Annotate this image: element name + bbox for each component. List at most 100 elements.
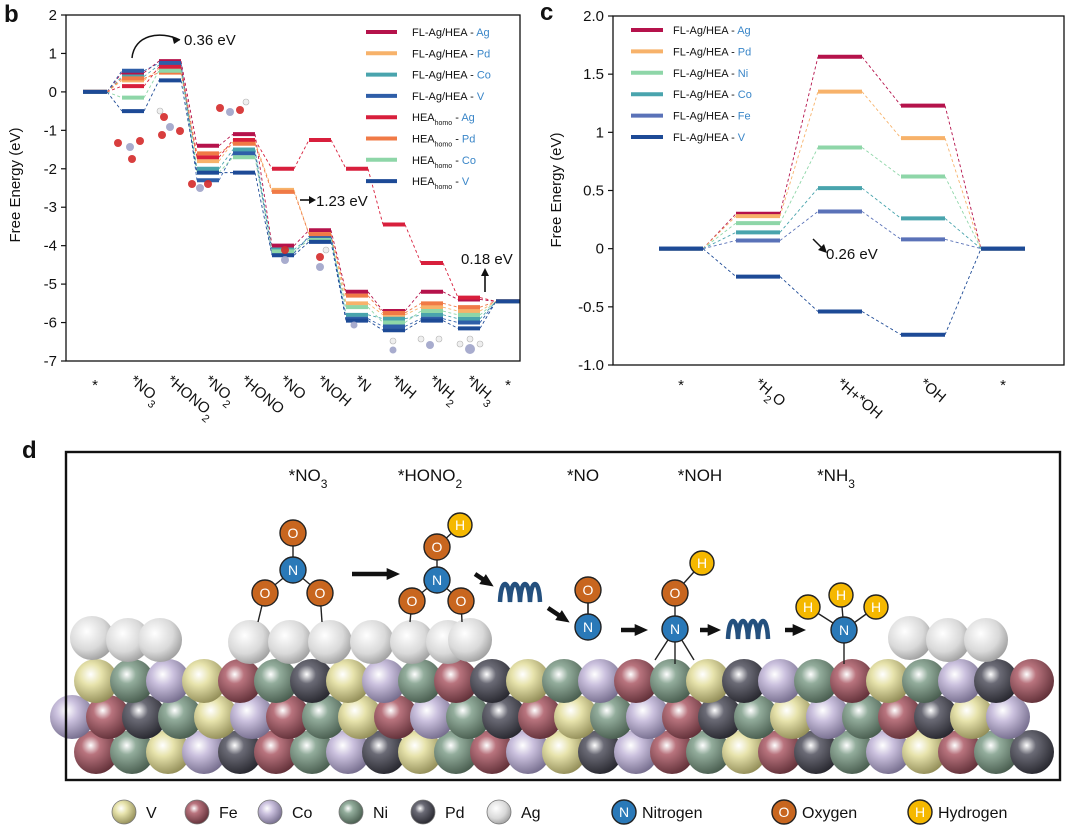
slab-atom [398,659,442,703]
slab-atom [986,695,1030,739]
panel-c-legend-label: FL-Ag/HEA - Fe [673,111,751,123]
panel-c-connector [779,187,819,233]
panel-b-connector [180,70,198,173]
legend-atom-label: Hydrogen [938,805,1007,822]
panel-b-connector [106,76,123,93]
adsorbate-atom-h [689,550,715,576]
panel-b-arrowhead-123 [309,196,316,204]
panel-b-annotation-123: 1.23 eV [316,193,368,210]
panel-b-xtick-label: *NOH [313,372,354,410]
slab-ag-atom [888,616,932,660]
slab-atom [290,730,334,774]
slab-ag-atom [268,620,312,664]
legend-atom-letter: N [619,804,629,820]
panel-b-connector [330,234,347,304]
legend-metal-label: V [146,805,157,822]
panel-b-ytick-label: -4 [44,238,57,255]
panel-b-ytick-label: -1 [44,122,57,139]
slab-atom [650,659,694,703]
panel-c-legend: FL-Ag/HEA - Ag FL-Ag/HEA - Pd FL-Ag/HEA - … [631,25,752,144]
panel-b-legend: FL-Ag/HEA - Ag FL-Ag/HEA - Pd FL-Ag/HEA - … [366,27,491,191]
adsorbate-atom-letter: N [583,619,593,635]
legend-atom-letter: H [915,804,925,820]
panel-b-connector [442,320,459,329]
panel-b-series-fl-ag-hea-co [83,62,520,321]
slab-atom [326,659,370,703]
panel-b-ytick-label: -2 [44,161,57,178]
adsorbate-atom-n [279,556,307,584]
panel-b-connector [367,295,384,314]
panel-c-ytick-label: -1.0 [578,357,604,374]
legend-metal-swatch [111,799,137,825]
panel-b-connector [367,306,384,323]
adsorbate-atom-letter: H [803,599,813,615]
panel-b-connector [367,320,384,331]
panel-b-connector [367,314,384,320]
panel-b-connector [106,70,123,93]
panel-b-series-hea-homo-pd [83,70,520,315]
panel-c-axes-frame [612,15,1065,366]
panel-c-connector [779,91,819,217]
panel-c-ytick-label: -0.5 [578,299,604,316]
adsorbate-atom-letter: H [455,517,465,533]
panel-d-label-intermediate: *NH3 [817,466,855,491]
reaction-arrowhead [707,624,721,636]
slab-atom [722,730,766,774]
panel-c-connector [861,147,902,177]
panel-b-connector [106,72,123,93]
panel-b-connector [404,314,422,320]
panel-c-x-tick-labels: * *H2O *H+*OH *OH * [678,375,1006,423]
panel-b-ytick-label: -7 [44,353,57,370]
panel-b-connector [180,61,198,146]
panel-b-xtick-label: *NO3 [123,372,163,411]
slab-atom [326,730,370,774]
slab-atom [254,659,298,703]
panel-b-series-hea-homo-co [83,68,520,325]
panel-d-label-intermediate: *NO3 [289,466,328,491]
legend-metal-label: Ni [373,805,388,822]
panel-b-connector [254,149,273,250]
slab-atom [878,695,922,739]
panel-c-ytick-label: 1 [596,124,604,141]
panel-b-connector [293,239,310,252]
slab-atom [110,659,154,703]
slab-atom [362,659,406,703]
slab-atom [554,695,598,739]
panel-c-ylabel: Free Energy (eV) [548,132,565,247]
panel-b-xtick-label: *NH2 [422,372,462,410]
panel-b-ytick-label: -3 [44,199,57,216]
slab-atom [122,695,166,739]
panel-b-data [83,59,520,333]
panel-b-legend-label: FL-Ag/HEA - Co [412,70,491,82]
panel-b-connector [442,314,459,320]
slab-atom [446,695,490,739]
slab-atom [74,730,118,774]
panel-b-connector [293,241,310,256]
legend-metal-label: Co [292,805,313,822]
slab-atom [914,695,958,739]
panel-b-connector [254,143,273,192]
panel-b-connector [479,301,497,329]
adsorbate-atom-n [574,613,602,641]
legend-atom-swatch [907,799,933,825]
panel-b-legend-label: HEAhomo - V [412,176,470,191]
panel-b-connector [479,301,497,320]
adsorbate-atom-o [306,579,334,607]
adsorbate-atom-letter: O [432,539,443,555]
slab-atom [830,659,874,703]
legend-metal-label: Ag [521,805,541,822]
panel-c-ytick-label: 1.5 [583,66,604,83]
panel-c-xtick-label: *H+*OH [833,375,885,423]
slab-atom [362,730,406,774]
slab-atom [686,730,730,774]
panel-d-intermediate-labels: *NO3 *HONO2 *NO *NOH *NH3 [289,466,856,491]
adsorbate-atom-letter: O [583,582,594,598]
panel-b-connector [293,229,310,246]
panel-b-xtick-label: *NH [387,372,419,403]
slab-atom [506,730,550,774]
panel-c-connector [702,222,737,250]
panel-b-connector [293,191,310,235]
slab-ag-atom [308,620,352,664]
panel-c-series-fl-ag-hea-v [659,246,1025,337]
